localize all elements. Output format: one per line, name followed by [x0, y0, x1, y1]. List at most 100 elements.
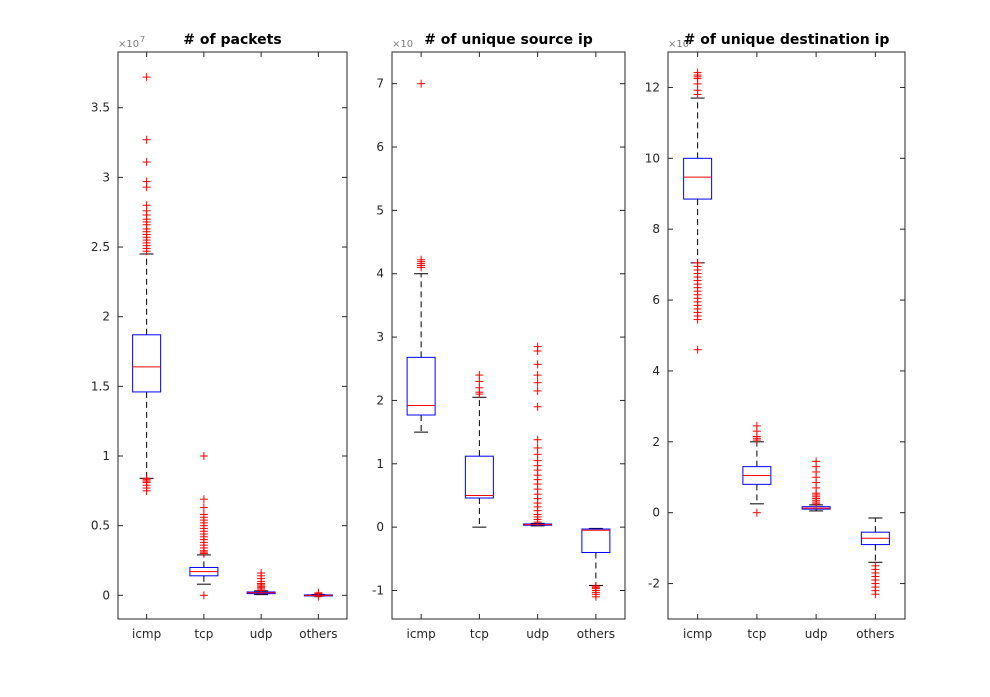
x-tick-label: udp: [805, 627, 828, 641]
y-tick-label: 0: [376, 520, 384, 534]
boxplot-icmp: [406, 79, 436, 433]
outlier-marker: [142, 135, 151, 144]
outlier-marker: [142, 201, 151, 210]
outlier-marker: [533, 371, 542, 380]
y-tick-label: 4: [376, 267, 384, 281]
outlier-marker: [199, 591, 208, 600]
outlier-marker: [417, 255, 426, 264]
outlier-marker: [314, 588, 323, 597]
outlier-marker: [693, 345, 702, 354]
boxplot-icmp: [132, 73, 162, 495]
y-tick-label: 0: [652, 506, 660, 520]
x-tick-label: others: [856, 627, 894, 641]
chart-title: # of unique destination ip: [684, 32, 890, 48]
iqr-box: [406, 356, 436, 416]
outlier-marker: [533, 360, 542, 369]
x-tick-label: udp: [526, 627, 549, 641]
outlier-marker: [752, 421, 761, 430]
outlier-marker: [417, 79, 426, 88]
x-tick-label: others: [299, 627, 337, 641]
outlier-marker: [142, 73, 151, 82]
x-tick-label: udp: [250, 627, 273, 641]
boxplot-tcp: [189, 452, 219, 600]
boxplot-others: [581, 527, 611, 601]
x-tick-label: icmp: [132, 627, 161, 641]
outlier-marker: [199, 503, 208, 512]
outlier-marker: [812, 457, 821, 466]
outlier-marker: [142, 177, 151, 186]
x-tick-label: others: [577, 627, 615, 641]
outlier-marker: [142, 158, 151, 167]
x-tick-label: tcp: [470, 627, 489, 641]
outlier-marker: [142, 474, 151, 483]
y-tick-label: 1.5: [91, 379, 110, 393]
x-tick-label: icmp: [407, 627, 436, 641]
outlier-marker: [693, 68, 702, 77]
y-tick-label: 1: [102, 449, 110, 463]
y-tick-label: 2: [376, 393, 384, 407]
outlier-marker: [533, 378, 542, 387]
y-tick-label: 0: [102, 588, 110, 602]
subplot-3: -2 0 2 4 6 8 10 12 icmp tcp udp others ×10# of uniqu…: [645, 32, 906, 641]
chart-title: # of packets: [183, 32, 281, 48]
iqr-box: [132, 334, 162, 393]
iqr-box: [683, 157, 713, 200]
x-tick-label: tcp: [194, 627, 213, 641]
iqr-box: [464, 455, 494, 499]
x-tick-label: tcp: [747, 627, 766, 641]
y-tick-label: 3: [102, 170, 110, 184]
axes-frame: [117, 51, 348, 620]
boxplot-udp: [523, 342, 553, 527]
outlier-marker: [199, 510, 208, 519]
subplot-1: 0 0.5 1 1.5 2 2.5 3 3.5 icmp tcp udp others ×10 7 # of…: [91, 32, 348, 641]
y-exponent-label: ×10: [392, 39, 413, 50]
outlier-marker: [533, 443, 542, 452]
boxplot-others: [303, 588, 333, 601]
outlier-marker: [533, 342, 542, 351]
y-tick-label: 4: [652, 364, 660, 378]
y-tick-label: 3: [376, 330, 384, 344]
boxplot-icmp: [683, 68, 713, 354]
y-tick-label: 12: [645, 80, 660, 94]
boxplot-tcp: [464, 371, 494, 528]
outlier-marker: [199, 452, 208, 461]
y-tick-label: 2: [652, 435, 660, 449]
subplot-2: -1 0 1 2 3 4 5 6 7 icmp tcp udp others ×10 # of unique…: [372, 32, 626, 641]
y-tick-label: 6: [652, 293, 660, 307]
axes-frame: [667, 51, 906, 620]
outlier-marker: [693, 258, 702, 267]
iqr-box: [581, 528, 611, 553]
axes-frame: [391, 51, 626, 620]
outlier-marker: [257, 569, 266, 578]
chart-title: # of unique source ip: [424, 32, 593, 48]
boxplot-tcp: [742, 421, 772, 517]
outlier-marker: [533, 435, 542, 444]
outlier-marker: [871, 590, 880, 599]
outlier-marker: [591, 592, 600, 601]
outlier-marker: [752, 508, 761, 517]
y-exponent-label: ×10: [118, 39, 139, 50]
y-tick-label: 8: [652, 222, 660, 236]
y-tick-label: 7: [376, 77, 384, 91]
y-tick-label: 10: [645, 151, 660, 165]
y-exponent-power: 7: [140, 35, 145, 44]
y-tick-label: 2: [102, 310, 110, 324]
y-tick-label: 3.5: [91, 101, 110, 115]
y-tick-label: -2: [648, 577, 660, 591]
boxplot-udp: [246, 569, 276, 596]
outlier-marker: [475, 371, 484, 380]
y-tick-label: 1: [376, 457, 384, 471]
outlier-marker: [533, 402, 542, 411]
y-tick-label: 0.5: [91, 519, 110, 533]
boxplot-udp: [801, 457, 831, 512]
y-tick-label: 5: [376, 203, 384, 217]
y-tick-label: -1: [372, 583, 384, 597]
outlier-marker: [199, 495, 208, 504]
y-tick-label: 6: [376, 140, 384, 154]
x-tick-label: icmp: [683, 627, 712, 641]
outlier-marker: [533, 386, 542, 395]
boxplot-others: [860, 517, 890, 599]
y-tick-label: 2.5: [91, 240, 110, 254]
y-exponent-label: ×10: [668, 39, 689, 50]
